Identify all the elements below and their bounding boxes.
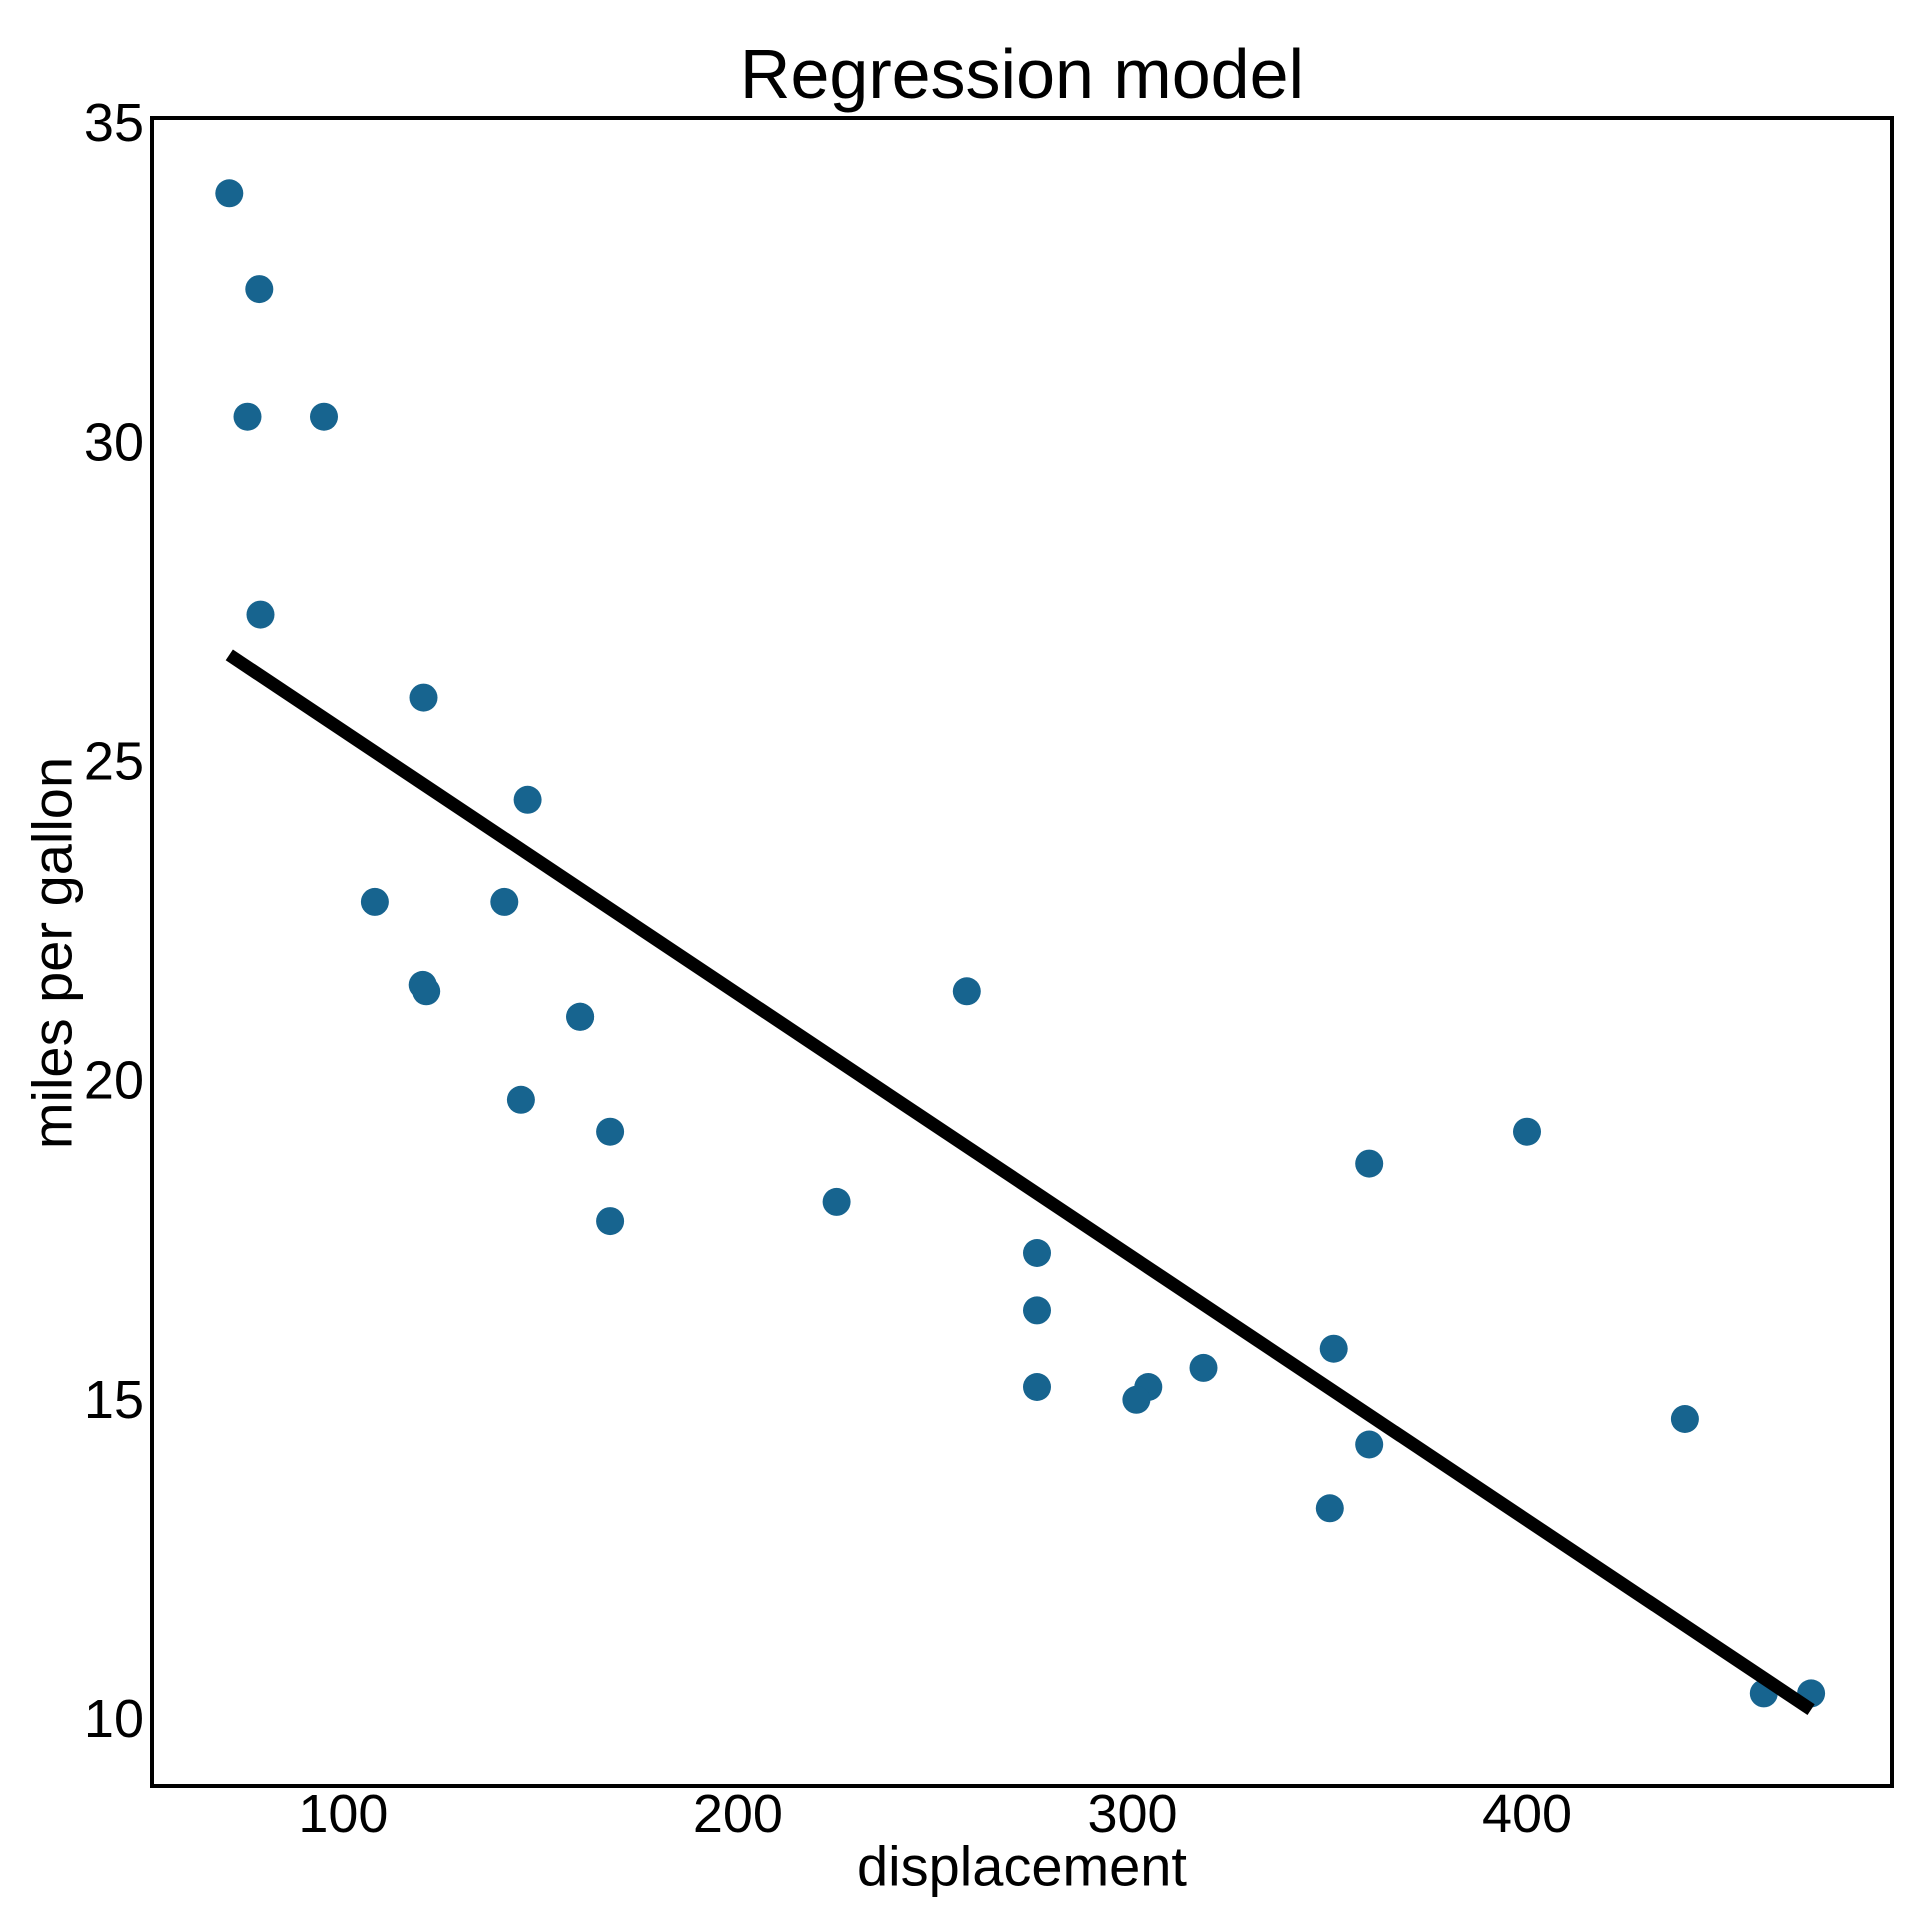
data-point [596, 1207, 625, 1236]
x-axis-label: displacement [857, 1835, 1187, 1898]
data-point [246, 600, 275, 629]
data-point [1023, 1239, 1051, 1267]
data-point [360, 887, 389, 916]
data-point [245, 275, 274, 304]
y-tick-label: 30 [84, 412, 144, 472]
y-tick-label: 25 [84, 732, 144, 792]
scatter-points-layer [215, 179, 1826, 1708]
data-point [310, 402, 338, 431]
x-tick-label: 400 [1482, 1784, 1572, 1844]
x-tick-label: 100 [298, 1784, 388, 1844]
data-point [506, 1085, 535, 1114]
data-point [1319, 1334, 1348, 1363]
regression-line [225, 649, 1815, 1716]
data-point [1355, 1149, 1384, 1178]
data-point [1023, 1373, 1051, 1401]
x-tick-labels: 100 200 300 400 [298, 1784, 1572, 1844]
y-tick-label: 35 [84, 93, 144, 153]
data-point [513, 785, 542, 814]
data-point [1670, 1405, 1699, 1433]
data-point [1023, 1296, 1051, 1325]
plot-area-border [150, 116, 1894, 1788]
x-tick-label: 300 [1087, 1784, 1177, 1844]
data-point [490, 887, 519, 916]
data-point [412, 977, 441, 1006]
y-tick-label: 15 [84, 1370, 144, 1430]
x-tick-label: 200 [693, 1784, 783, 1844]
data-point [1513, 1117, 1541, 1146]
y-tick-label: 10 [84, 1689, 144, 1749]
data-point [1189, 1353, 1218, 1382]
data-point [233, 402, 262, 431]
y-axis-label: miles per gallon [21, 757, 84, 1149]
data-point [215, 179, 244, 208]
data-point [1315, 1494, 1344, 1523]
data-point [1122, 1385, 1151, 1414]
chart-title: Regression model [740, 35, 1304, 113]
data-point [596, 1117, 625, 1146]
data-point [409, 683, 438, 712]
data-point [952, 977, 981, 1006]
y-tick-labels: 10 15 20 25 30 35 [84, 93, 144, 1749]
regression-line-layer [225, 649, 1815, 1716]
data-point [1355, 1430, 1384, 1459]
y-tick-label: 20 [84, 1051, 144, 1111]
data-point [566, 1002, 595, 1031]
data-point [822, 1187, 851, 1216]
